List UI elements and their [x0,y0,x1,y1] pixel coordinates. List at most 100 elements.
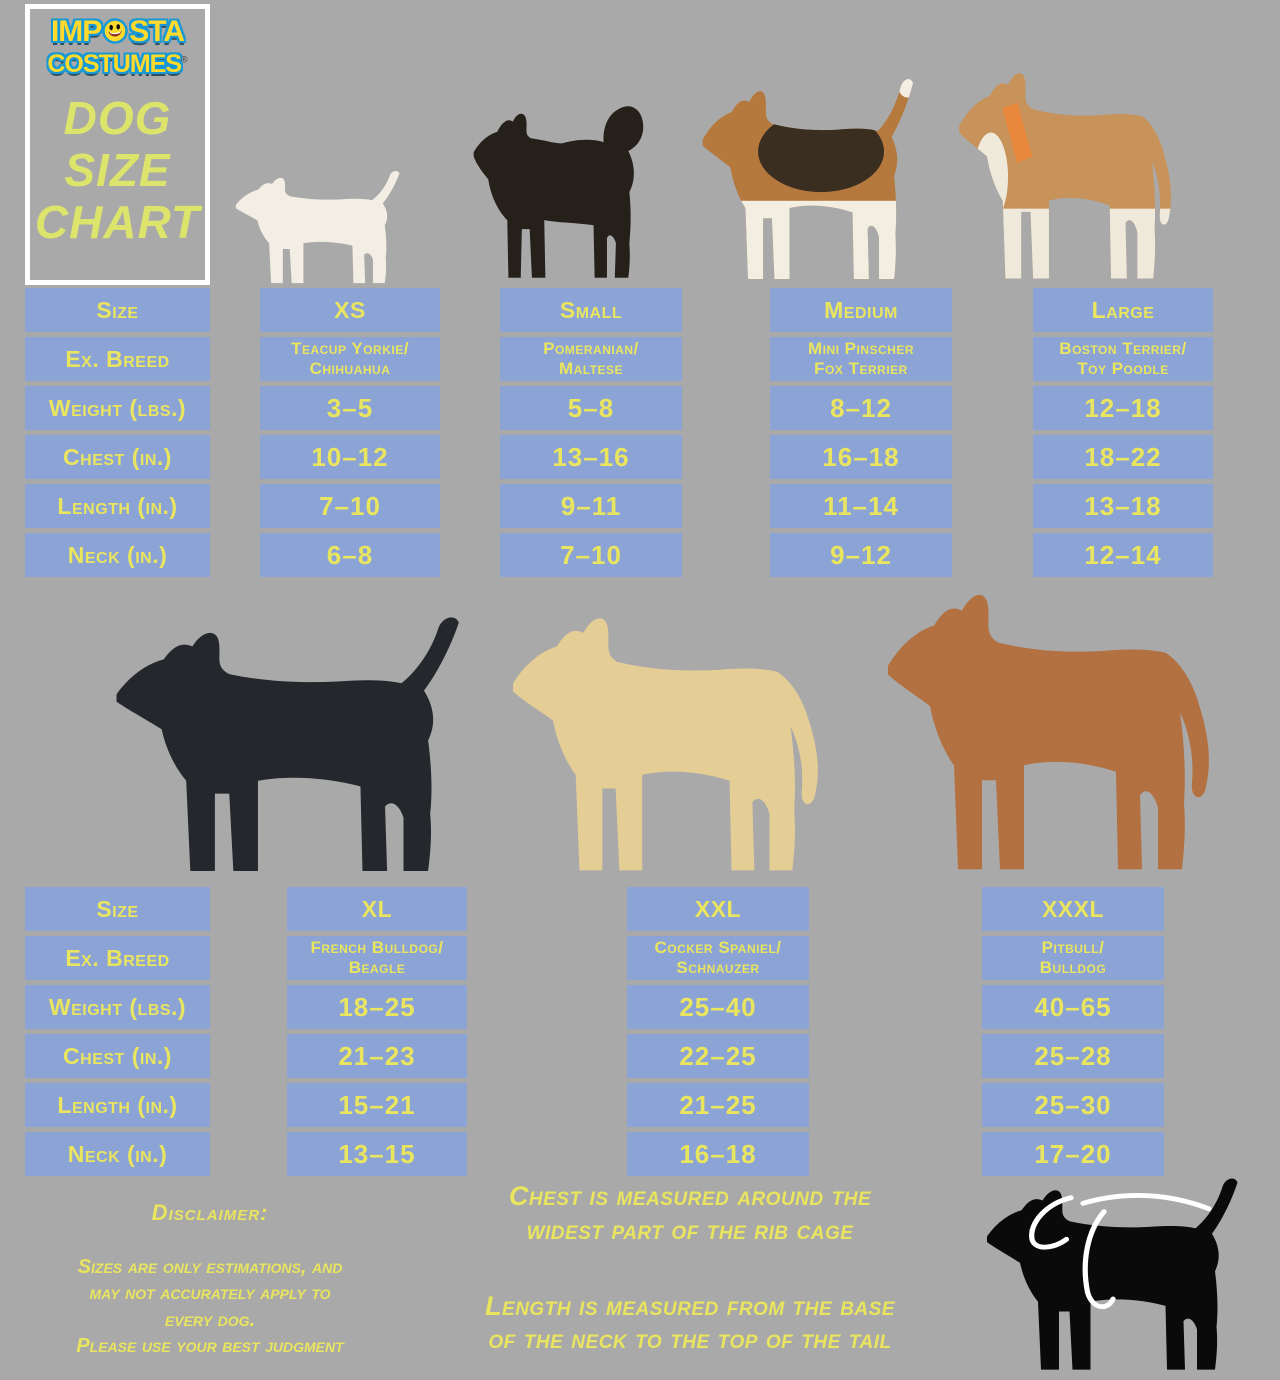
size-header-cell: Large [1033,288,1213,332]
table1-column-small: Small Pomeranian/ Maltese 5–8 13–16 9–11… [500,288,682,577]
weight-cell: 40–65 [982,985,1164,1029]
size-header-cell: XL [287,887,467,931]
dog-photo-brown-mastiff [888,594,1209,870]
row-label-chest: Chest (in.) [25,1034,210,1078]
chest-cell: 25–28 [982,1034,1164,1078]
breed-cell: Cocker Spaniel/ Schnauzer [627,936,809,980]
dog-photo-tan-mixed-breed [959,73,1171,279]
disclaimer-line: every dog. [164,1308,256,1331]
orange-collar [1002,102,1033,163]
title-line-3: CHART [34,195,201,248]
breed-cell: Pitbull/ Bulldog [982,936,1164,980]
logo-word2: COSTUMES [47,50,182,78]
length-cell: 13–18 [1033,484,1213,528]
chest-cell: 16–18 [770,435,952,479]
neck-cell: 6–8 [260,533,440,577]
length-cell: 15–21 [287,1083,467,1127]
poster-title: DOG SIZE CHART [30,92,205,249]
breed-cell: Mini Pinscher Fox Terrier [770,337,952,381]
breed-line: Mini Pinscher [807,339,915,359]
chest-cell: 10–12 [260,435,440,479]
weight-cell: 5–8 [500,386,682,430]
breed-line: Boston Terrier/ [1059,339,1187,359]
length-note: Length is measured from the base of the … [485,1290,895,1355]
disclaimer-line: may not accurately apply to [89,1282,331,1305]
title-line-2: SIZE [64,143,171,196]
neck-cell: 16–18 [627,1132,809,1176]
neck-cell: 7–10 [500,533,682,577]
row-label-size: Size [25,288,210,332]
imposta-costumes-logo: IMP STA COSTUMES® [30,17,205,77]
breed-line: Teacup Yorkie/ [291,339,409,359]
breed-line: Pitbull/ [1041,938,1105,958]
chest-note: Chest is measured around the widest part… [508,1181,872,1245]
length-cell: 9–11 [500,484,682,528]
breed-line: Fox Terrier [814,359,908,378]
smiley-face-icon [102,18,129,50]
breed-line: Cocker Spaniel/ [654,938,782,958]
length-cell: 25–30 [982,1083,1164,1127]
breed-line: Maltese [558,359,624,378]
row-label-breed: Ex. Breed [25,936,210,980]
dog-photo-golden-retriever [513,618,818,871]
row-label-chest: Chest (in.) [25,435,210,479]
neck-cell: 17–20 [982,1132,1164,1176]
row-label-weight: Weight (lbs.) [25,386,210,430]
breed-line: Toy Poodle [1077,359,1169,378]
neck-measure-line [1029,1195,1074,1250]
breed-cell: Boston Terrier/ Toy Poodle [1033,337,1213,381]
row-label-weight: Weight (lbs.) [25,985,210,1029]
breed-cell: Teacup Yorkie/ Chihuahua [260,337,440,381]
chest-cell: 18–22 [1033,435,1213,479]
weight-cell: 18–25 [287,985,467,1029]
dog-photo-black-labrador [116,617,459,871]
row-label-breed: Ex. Breed [25,337,210,381]
table2-column-xxl: XXL Cocker Spaniel/ Schnauzer 25–40 22–2… [627,887,809,1176]
chest-cell: 21–23 [287,1034,467,1078]
chest-cell: 22–25 [627,1034,809,1078]
chest-measure-line [1082,1209,1116,1310]
disclaimer-line: Sizes are only estimations, and [77,1256,343,1278]
measurement-lines [1029,1192,1212,1310]
row-label-length: Length (in.) [25,1083,210,1127]
row-label-neck: Neck (in.) [25,1132,210,1176]
table2-column-xl: XL French Bulldog/ Beagle 18–25 21–23 15… [287,887,467,1176]
length-cell: 21–25 [627,1083,809,1127]
measurement-diagram-dog [987,1178,1238,1370]
dog-photo-black-pomeranian [473,106,644,278]
header-panel: IMP STA COSTUMES® DOG SIZE CHART [25,4,210,285]
size-header-cell: XXL [627,887,809,931]
breed-line: Schnauzer [676,958,760,977]
size-header-cell: Medium [770,288,952,332]
breed-cell: French Bulldog/ Beagle [287,936,467,980]
table1-column-medium: Medium Mini Pinscher Fox Terrier 8–12 16… [770,288,952,577]
breed-line: Pomeranian/ [543,339,639,359]
breed-line: Bulldog [1039,958,1107,977]
disclaimer-line: Please use your best judgment [76,1335,344,1358]
title-line-1: DOG [63,92,172,144]
weight-cell: 3–5 [260,386,440,430]
measurement-notes: Chest is measured around the widest part… [400,1180,980,1357]
size-header-cell: XS [260,288,440,332]
table1-row-labels: Size Ex. Breed Weight (lbs.) Chest (in.)… [25,288,210,577]
size-header-cell: XXXL [982,887,1164,931]
chest-cell: 13–16 [500,435,682,479]
length-cell: 7–10 [260,484,440,528]
table1-column-xs: XS Teacup Yorkie/ Chihuahua 3–5 10–12 7–… [260,288,440,577]
disclaimer-heading: Disclaimer: [151,1200,269,1225]
weight-cell: 12–18 [1033,386,1213,430]
neck-cell: 13–15 [287,1132,467,1176]
weight-cell: 25–40 [627,985,809,1029]
neck-cell: 9–12 [770,533,952,577]
neck-cell: 12–14 [1033,533,1213,577]
length-measure-line [1080,1192,1212,1212]
logo-word1-prefix: IMP [50,15,102,48]
row-label-size: Size [25,887,210,931]
table2-column-xxxl: XXXL Pitbull/ Bulldog 40–65 25–28 25–30 … [982,887,1164,1176]
length-cell: 11–14 [770,484,952,528]
row-label-length: Length (in.) [25,484,210,528]
size-header-cell: Small [500,288,682,332]
row-label-neck: Neck (in.) [25,533,210,577]
breed-cell: Pomeranian/ Maltese [500,337,682,381]
